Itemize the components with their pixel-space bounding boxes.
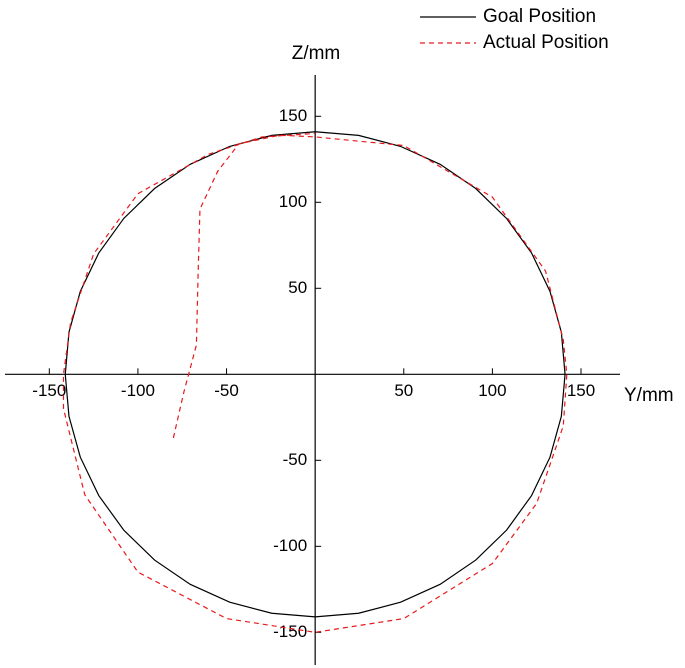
x-tick-label: -150: [32, 381, 66, 400]
x-tick-label: 150: [567, 381, 595, 400]
x-tick-label: 100: [478, 381, 506, 400]
x-tick-label: 50: [394, 381, 413, 400]
y-axis-title: Z/mm: [292, 43, 341, 64]
legend-label: Actual Position: [483, 32, 609, 53]
y-tick-label: -100: [273, 536, 307, 555]
y-tick-label: -150: [273, 622, 307, 641]
y-tick-label: 150: [279, 106, 307, 125]
x-tick-label: -50: [214, 381, 239, 400]
legend-label: Goal Position: [483, 6, 596, 27]
series-line: [62, 132, 568, 633]
y-tick-label: 50: [288, 278, 307, 297]
y-tick-label: -50: [283, 450, 308, 469]
y-tick-label: 100: [279, 192, 307, 211]
x-tick-label: -100: [121, 381, 155, 400]
series-line: [64, 131, 566, 618]
x-axis-title: Y/mm: [624, 385, 674, 406]
